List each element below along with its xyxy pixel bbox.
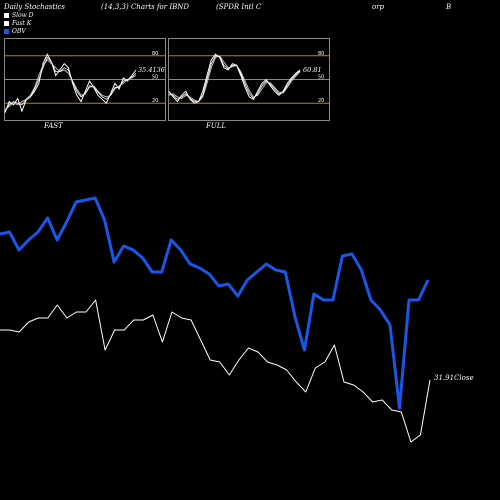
full-tick-20: 20 xyxy=(318,98,324,104)
fast-panel-label: FAST xyxy=(43,122,64,130)
fast-last-value: 35.4136 xyxy=(138,66,165,74)
full-panel-frame xyxy=(168,38,330,121)
main-chart: 31.91Close xyxy=(0,196,474,443)
legend-label-slow-d: Slow D xyxy=(12,11,34,19)
fast-series-2 xyxy=(4,59,137,110)
chart-title-name-cont: orp xyxy=(372,3,385,11)
chart-title-b: B xyxy=(446,3,452,11)
full-series-1 xyxy=(168,53,301,104)
full-tick-80: 80 xyxy=(318,51,324,57)
full-series-3 xyxy=(168,55,301,102)
close-value-label: 31.91Close xyxy=(434,374,474,382)
legend-swatch-slow-d xyxy=(4,12,9,18)
fast-series-3 xyxy=(4,56,137,112)
fast-tick-50: 50 xyxy=(152,75,158,81)
full-tick-50: 50 xyxy=(318,75,324,81)
fast-panel-frame xyxy=(4,38,166,121)
chart-title-left: Daily Stochastics xyxy=(4,3,66,11)
full-last-value: 60.81 xyxy=(303,66,322,74)
full-series-2 xyxy=(168,55,301,103)
legend-swatch-obv xyxy=(4,28,9,34)
legend-swatch-fast-k xyxy=(4,20,9,26)
full-panel-label: FULL xyxy=(205,122,226,130)
fast-panel: 80 50 20 35.4136 xyxy=(4,38,166,121)
legend-item-fast-k: Fast K xyxy=(4,19,31,27)
obv-line xyxy=(0,196,430,410)
chart-title-name: (SPDR Intl C xyxy=(216,3,262,11)
legend-label-fast-k: Fast K xyxy=(12,19,32,27)
legend-label-obv: OBV xyxy=(12,27,26,35)
chart-title-params: (14,3,3) Charts for IBND xyxy=(101,3,189,11)
close-line xyxy=(0,299,431,443)
fast-tick-80: 80 xyxy=(152,51,158,57)
legend-item-slow-d: Slow D xyxy=(4,11,34,19)
fast-series-1 xyxy=(4,53,137,113)
fast-tick-20: 20 xyxy=(152,98,158,104)
legend-item-obv: OBV xyxy=(4,27,26,35)
full-panel: 80 50 20 60.81 xyxy=(168,38,330,121)
